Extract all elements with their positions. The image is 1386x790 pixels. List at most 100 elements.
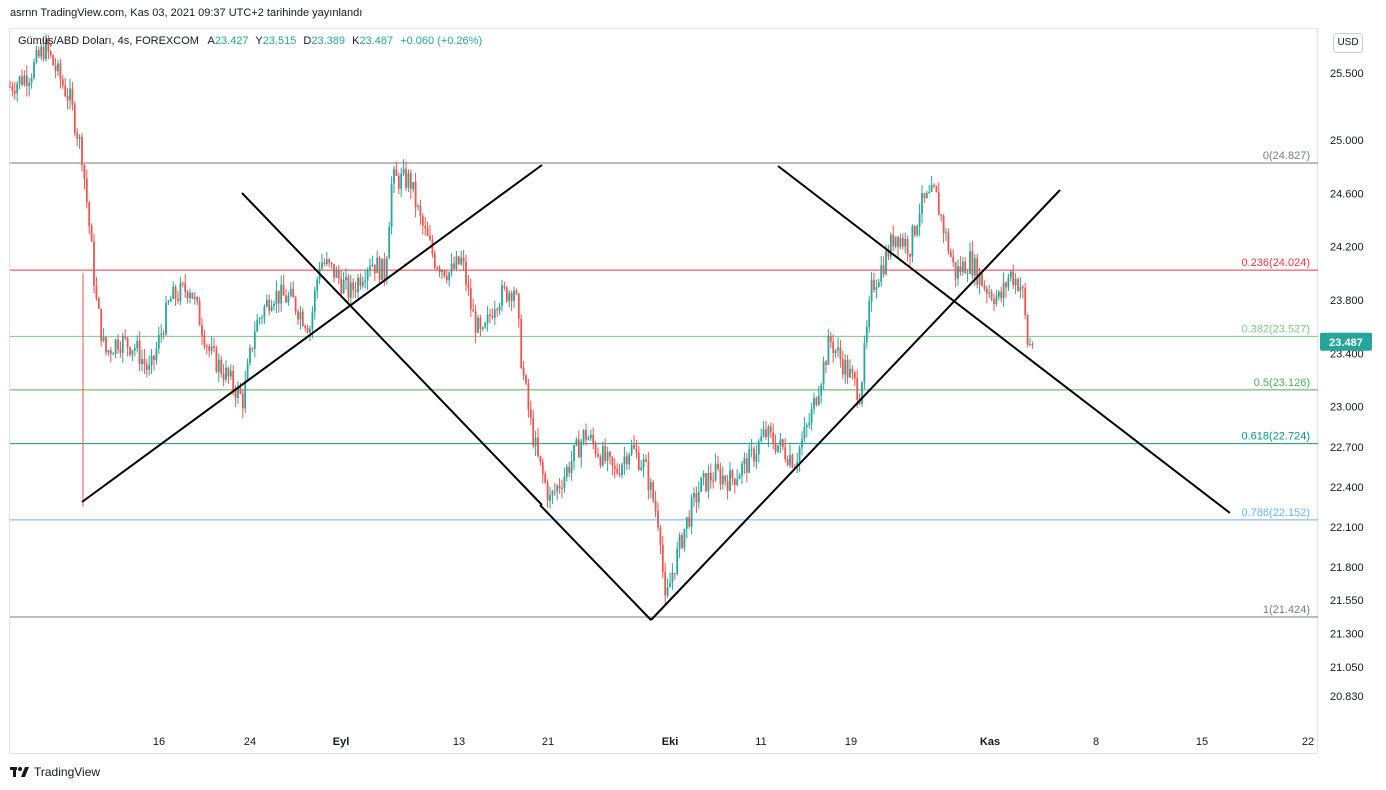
candle-body [1005,282,1007,288]
candle-body [561,488,563,490]
trend-line[interactable] [650,189,1061,621]
candle-body [539,455,542,463]
candle-body [443,270,446,277]
candle-body [107,350,110,353]
candle-body [616,468,619,474]
candle-body [251,347,254,349]
trendlines-layer [81,164,1231,621]
candle-body [897,236,899,248]
candle-body [105,337,107,353]
candle-body [313,290,316,312]
candle-body [177,298,179,302]
candle-body [426,227,429,236]
footer-brand[interactable]: TradingView [10,765,100,779]
candle-body [546,482,549,501]
candle-body [515,290,518,294]
trend-line[interactable] [777,165,1231,514]
symbol-legend: Gümüş/ABD Doları, 4s, FOREXCOM A23.427 Y… [18,35,482,47]
candle-body [923,193,926,199]
candle-body [784,447,787,460]
candle-body [1012,271,1015,286]
candle-body [429,235,431,240]
candle-body [748,449,751,473]
currency-button[interactable]: USD [1333,33,1363,53]
candle-body [457,256,460,264]
candle-body [654,500,657,511]
x-tick-label: Kas [980,736,1000,748]
candle-body [909,253,911,257]
candle-body [9,86,11,88]
candle-body [1002,282,1005,299]
candle-body [217,359,220,372]
fib-label: 0.382(23.527) [1242,323,1311,335]
candle-body [249,347,251,364]
candle-body [985,288,988,294]
chart-frame[interactable] [9,28,1318,754]
candle-body [575,439,578,446]
candle-body [172,286,175,299]
candle-body [937,192,940,216]
candle-body [623,456,626,465]
candle-body [865,326,868,343]
candle-body [126,337,129,348]
candle-body [45,39,47,60]
candle-body [215,348,218,372]
candle-body [150,355,153,366]
candle-body [280,284,283,304]
candle-body [189,292,191,299]
trend-line[interactable] [241,192,543,506]
candle-body [301,311,304,326]
candle-body [810,408,813,423]
candle-body [568,466,571,473]
candle-body [870,279,873,302]
candle-body [625,456,628,465]
trend-line[interactable] [539,504,652,621]
candle-body [352,282,355,291]
y-tick-label: 21.800 [1330,562,1364,574]
candle-body [1031,344,1034,346]
candle-body [549,495,551,501]
candle-body [887,250,890,257]
candle-body [671,573,674,583]
candle-body [472,309,475,312]
candle-body [179,283,182,302]
candle-body [573,445,575,461]
trend-line[interactable] [81,164,543,503]
candle-body [232,370,235,390]
candle-body [604,446,607,461]
candle-body [95,286,98,299]
close-value: 23.487 [359,35,394,47]
candle-body [59,63,62,80]
candle-body [885,250,887,275]
candle-body [498,306,501,311]
candle-body [390,183,393,228]
candle-body [297,311,299,320]
candle-body [529,409,532,418]
candle-body [275,290,278,304]
candle-body [880,265,883,283]
candle-body [966,273,969,275]
candle-body [52,55,55,66]
candle-body [309,328,311,333]
candle-body [757,441,760,455]
candle-body [388,227,391,259]
candle-body [491,316,494,318]
candle-body [37,50,40,57]
open-value: 23.427 [214,35,249,47]
candle-body [683,528,686,548]
candle-body [131,350,134,355]
candle-body [733,478,736,485]
candle-body [467,284,470,289]
x-tick-label: 22 [1302,736,1314,748]
candle-body [760,436,763,442]
x-tick-label: 15 [1196,736,1208,748]
candle-body [229,370,232,377]
candle-body [81,136,83,166]
candle-body [513,290,515,301]
candle-body [829,336,832,342]
candle-body [33,61,35,78]
candle-body [537,437,539,456]
candle-body [693,492,695,498]
candle-body [325,259,328,264]
